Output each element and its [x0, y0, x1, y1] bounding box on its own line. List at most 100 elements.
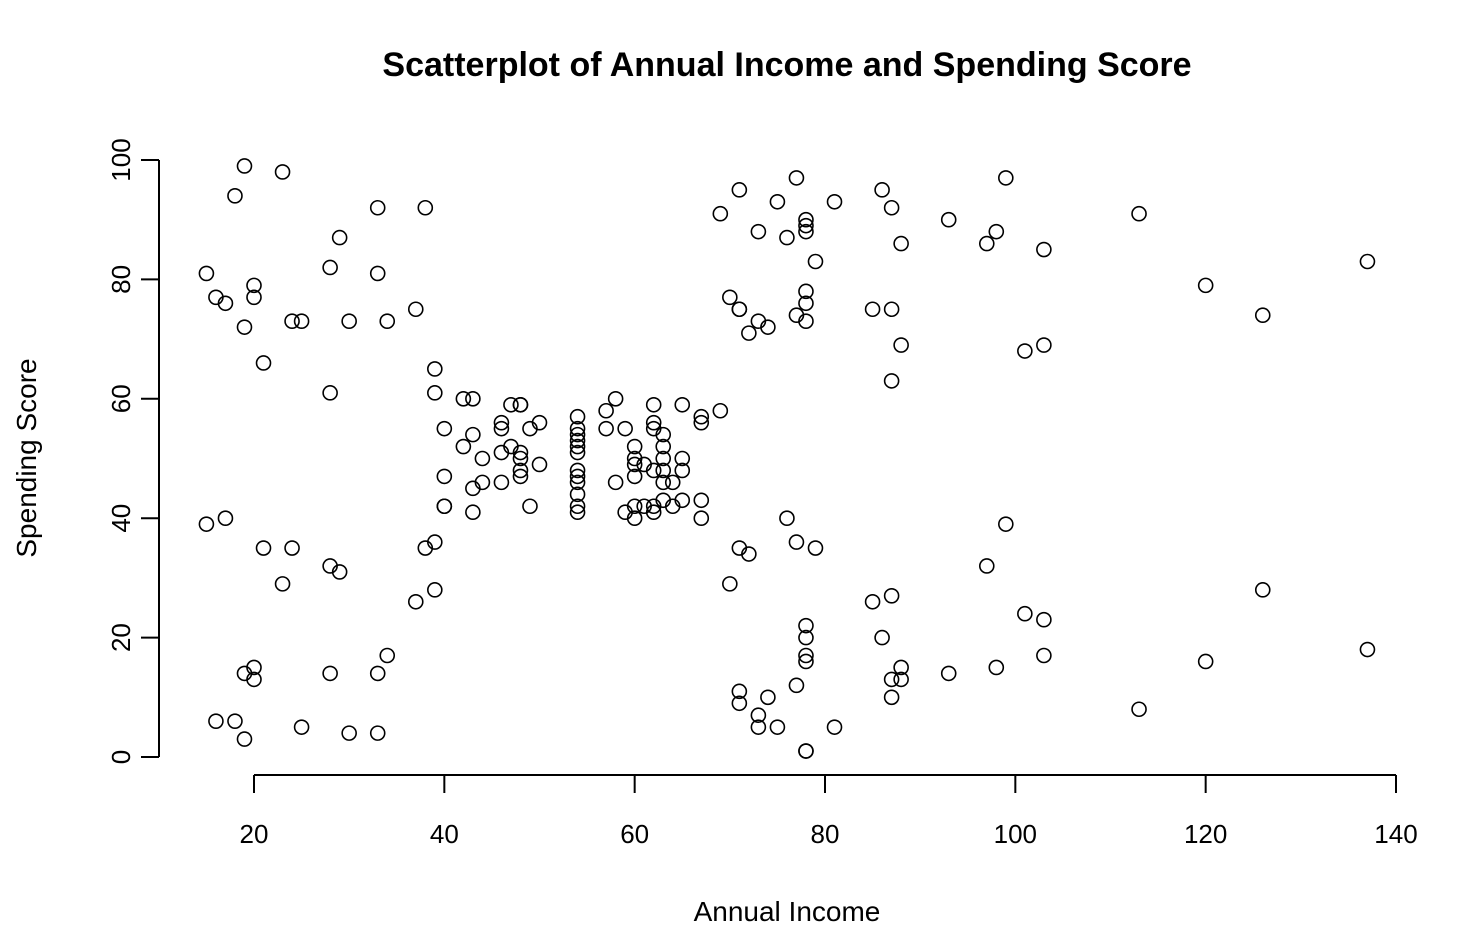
data-point [731, 301, 748, 318]
data-point [569, 504, 586, 521]
data-point [331, 229, 348, 246]
data-point [750, 223, 767, 240]
data-point [1197, 277, 1214, 294]
data-point [798, 653, 814, 670]
data-point [722, 576, 738, 592]
data-point [379, 313, 396, 329]
data-point [798, 295, 814, 312]
data-point [1131, 205, 1147, 222]
data-point [826, 193, 843, 210]
data-point [626, 456, 643, 473]
x-axis: 20 40 60 80 100 120 140 [240, 774, 1418, 849]
x-tick-label: 140 [1374, 819, 1417, 849]
data-point [246, 659, 262, 676]
data-points [198, 158, 1376, 759]
data-point [474, 474, 491, 491]
data-point [1017, 605, 1033, 622]
data-point [864, 593, 881, 610]
data-point [569, 462, 586, 479]
data-point [750, 719, 767, 735]
y-axis: 0 20 40 60 80 100 [106, 138, 160, 764]
data-point [998, 516, 1014, 532]
data-point [246, 277, 262, 294]
data-point [369, 725, 386, 741]
data-point [674, 450, 691, 467]
data-point [712, 205, 729, 222]
data-point [769, 719, 786, 735]
data-point [798, 743, 814, 759]
data-point [883, 671, 900, 688]
data-point [655, 462, 672, 479]
data-point [407, 593, 424, 610]
data-point [331, 564, 348, 580]
data-point [760, 319, 776, 335]
data-point [512, 450, 529, 467]
data-point [798, 217, 814, 234]
data-point [531, 456, 548, 473]
data-point [465, 426, 481, 443]
data-point [788, 677, 805, 694]
data-point [217, 295, 234, 312]
data-point [798, 223, 814, 240]
data-point [1036, 647, 1052, 664]
data-point [617, 420, 633, 437]
data-point [246, 289, 262, 306]
data-point [607, 390, 624, 407]
data-point [236, 731, 253, 747]
data-point [569, 420, 586, 437]
data-point [798, 617, 814, 634]
data-point [826, 719, 843, 735]
data-point [198, 516, 215, 532]
data-point [569, 468, 586, 485]
data-point [503, 396, 519, 413]
data-point [217, 510, 234, 527]
data-point [255, 355, 272, 371]
data-point [1359, 641, 1376, 658]
data-point [436, 468, 453, 485]
y-axis-label: Spending Score [11, 358, 42, 557]
data-point [274, 576, 291, 592]
data-point [674, 492, 691, 509]
data-point [788, 534, 805, 550]
data-point [940, 211, 957, 228]
data-point [465, 390, 481, 407]
data-point [674, 462, 691, 479]
data-point [1036, 611, 1052, 628]
data-point [798, 211, 814, 228]
x-tick-label: 120 [1184, 819, 1227, 849]
data-point [798, 629, 814, 646]
data-point [407, 301, 424, 318]
data-point [893, 235, 909, 252]
data-point [455, 390, 472, 407]
data-point [645, 396, 662, 413]
data-point [322, 259, 338, 276]
data-point [893, 659, 909, 676]
data-point [198, 265, 215, 282]
y-tick-label: 40 [106, 504, 136, 533]
data-point [427, 582, 443, 598]
y-tick-label: 80 [106, 265, 136, 294]
data-point [569, 432, 586, 449]
data-point [674, 396, 691, 413]
data-point [626, 438, 643, 455]
data-point [731, 695, 748, 712]
data-point [788, 170, 805, 186]
data-point [493, 414, 510, 431]
data-point [655, 426, 672, 443]
x-tick-label: 20 [240, 819, 269, 849]
data-point [1036, 241, 1052, 258]
data-point [512, 396, 529, 413]
data-point [655, 438, 672, 455]
data-point [427, 385, 443, 401]
data-point [341, 725, 357, 741]
data-point [722, 289, 738, 306]
data-point [569, 486, 586, 503]
data-point [655, 450, 672, 467]
data-point [293, 313, 310, 329]
data-point [626, 510, 643, 527]
data-point [284, 313, 300, 329]
data-point [322, 665, 338, 682]
data-point [427, 534, 443, 550]
data-point [645, 504, 662, 521]
data-point [322, 385, 338, 401]
